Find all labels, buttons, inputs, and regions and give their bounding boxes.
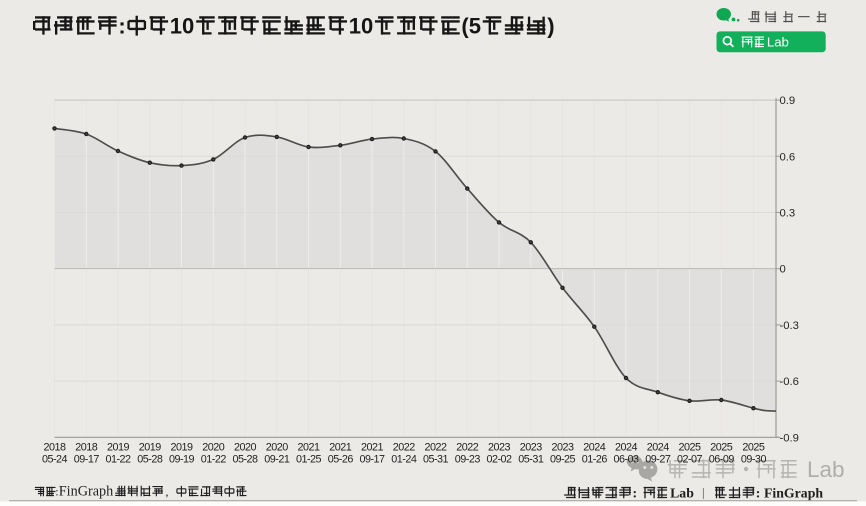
svg-text:Lab: Lab bbox=[767, 35, 789, 50]
svg-text:,: , bbox=[166, 485, 169, 499]
svg-text:09-17: 09-17 bbox=[359, 454, 385, 466]
svg-text:05-24: 05-24 bbox=[42, 454, 68, 466]
svg-text:06-09: 06-09 bbox=[709, 454, 735, 466]
svg-text:-0.9: -0.9 bbox=[780, 432, 799, 444]
svg-text:Lab: Lab bbox=[670, 486, 694, 501]
svg-text:Lab: Lab bbox=[807, 457, 845, 482]
svg-text:2019: 2019 bbox=[107, 442, 130, 454]
svg-text:09-27: 09-27 bbox=[645, 454, 671, 466]
svg-text:02-07: 02-07 bbox=[677, 454, 703, 466]
svg-text:05-31: 05-31 bbox=[518, 454, 544, 466]
svg-text:2022: 2022 bbox=[393, 442, 416, 454]
svg-text:01-26: 01-26 bbox=[582, 454, 608, 466]
svg-text:09-17: 09-17 bbox=[74, 454, 100, 466]
svg-text:0: 0 bbox=[780, 264, 786, 276]
svg-text::: : bbox=[756, 486, 761, 501]
svg-text:01-24: 01-24 bbox=[391, 454, 417, 466]
svg-text:01-25: 01-25 bbox=[296, 454, 322, 466]
svg-text:2025: 2025 bbox=[742, 442, 765, 454]
svg-text:FinGraph: FinGraph bbox=[764, 486, 823, 501]
svg-text:09-23: 09-23 bbox=[455, 454, 481, 466]
svg-text:10: 10 bbox=[170, 13, 195, 38]
svg-text:2021: 2021 bbox=[361, 442, 384, 454]
svg-text:2019: 2019 bbox=[139, 442, 162, 454]
svg-text:0.6: 0.6 bbox=[780, 151, 796, 163]
svg-text:-0.6: -0.6 bbox=[780, 376, 799, 388]
svg-text:(5: (5 bbox=[461, 13, 481, 38]
svg-text:2020: 2020 bbox=[234, 442, 257, 454]
svg-text:): ) bbox=[547, 13, 554, 38]
svg-text:-0.3: -0.3 bbox=[780, 320, 799, 332]
svg-text:05-31: 05-31 bbox=[423, 454, 449, 466]
svg-text:01-22: 01-22 bbox=[105, 454, 131, 466]
svg-text:2020: 2020 bbox=[202, 442, 225, 454]
svg-text:|: | bbox=[702, 486, 705, 500]
svg-text:09-21: 09-21 bbox=[264, 454, 290, 466]
svg-text:09-19: 09-19 bbox=[169, 454, 195, 466]
svg-text::: : bbox=[55, 485, 58, 499]
svg-text:2022: 2022 bbox=[456, 442, 479, 454]
svg-text:06-03: 06-03 bbox=[613, 454, 639, 466]
svg-text:2025: 2025 bbox=[678, 442, 701, 454]
svg-text::: : bbox=[633, 486, 638, 501]
svg-text:2021: 2021 bbox=[329, 442, 352, 454]
svg-text:05-28: 05-28 bbox=[232, 454, 258, 466]
svg-text:2024: 2024 bbox=[647, 442, 670, 454]
svg-text:01-22: 01-22 bbox=[201, 454, 227, 466]
svg-text:2020: 2020 bbox=[266, 442, 289, 454]
svg-text:2024: 2024 bbox=[583, 442, 606, 454]
svg-text::: : bbox=[118, 13, 125, 38]
svg-text:2023: 2023 bbox=[488, 442, 511, 454]
svg-text:2024: 2024 bbox=[615, 442, 638, 454]
svg-text:2018: 2018 bbox=[43, 442, 66, 454]
svg-text:2018: 2018 bbox=[75, 442, 98, 454]
svg-text:02-02: 02-02 bbox=[486, 454, 512, 466]
svg-text:05-28: 05-28 bbox=[137, 454, 163, 466]
svg-text:0.3: 0.3 bbox=[780, 208, 796, 220]
svg-text:09-30: 09-30 bbox=[741, 454, 767, 466]
svg-text:09-25: 09-25 bbox=[550, 454, 576, 466]
svg-text:2023: 2023 bbox=[551, 442, 574, 454]
svg-text:2021: 2021 bbox=[297, 442, 320, 454]
svg-text:FinGraph: FinGraph bbox=[59, 484, 113, 500]
svg-text:2023: 2023 bbox=[520, 442, 543, 454]
svg-text:2025: 2025 bbox=[710, 442, 733, 454]
svg-text:2019: 2019 bbox=[170, 442, 193, 454]
svg-text:2022: 2022 bbox=[424, 442, 447, 454]
svg-text:10: 10 bbox=[349, 13, 374, 38]
svg-text:05-26: 05-26 bbox=[328, 454, 354, 466]
svg-text:0.9: 0.9 bbox=[780, 95, 796, 107]
